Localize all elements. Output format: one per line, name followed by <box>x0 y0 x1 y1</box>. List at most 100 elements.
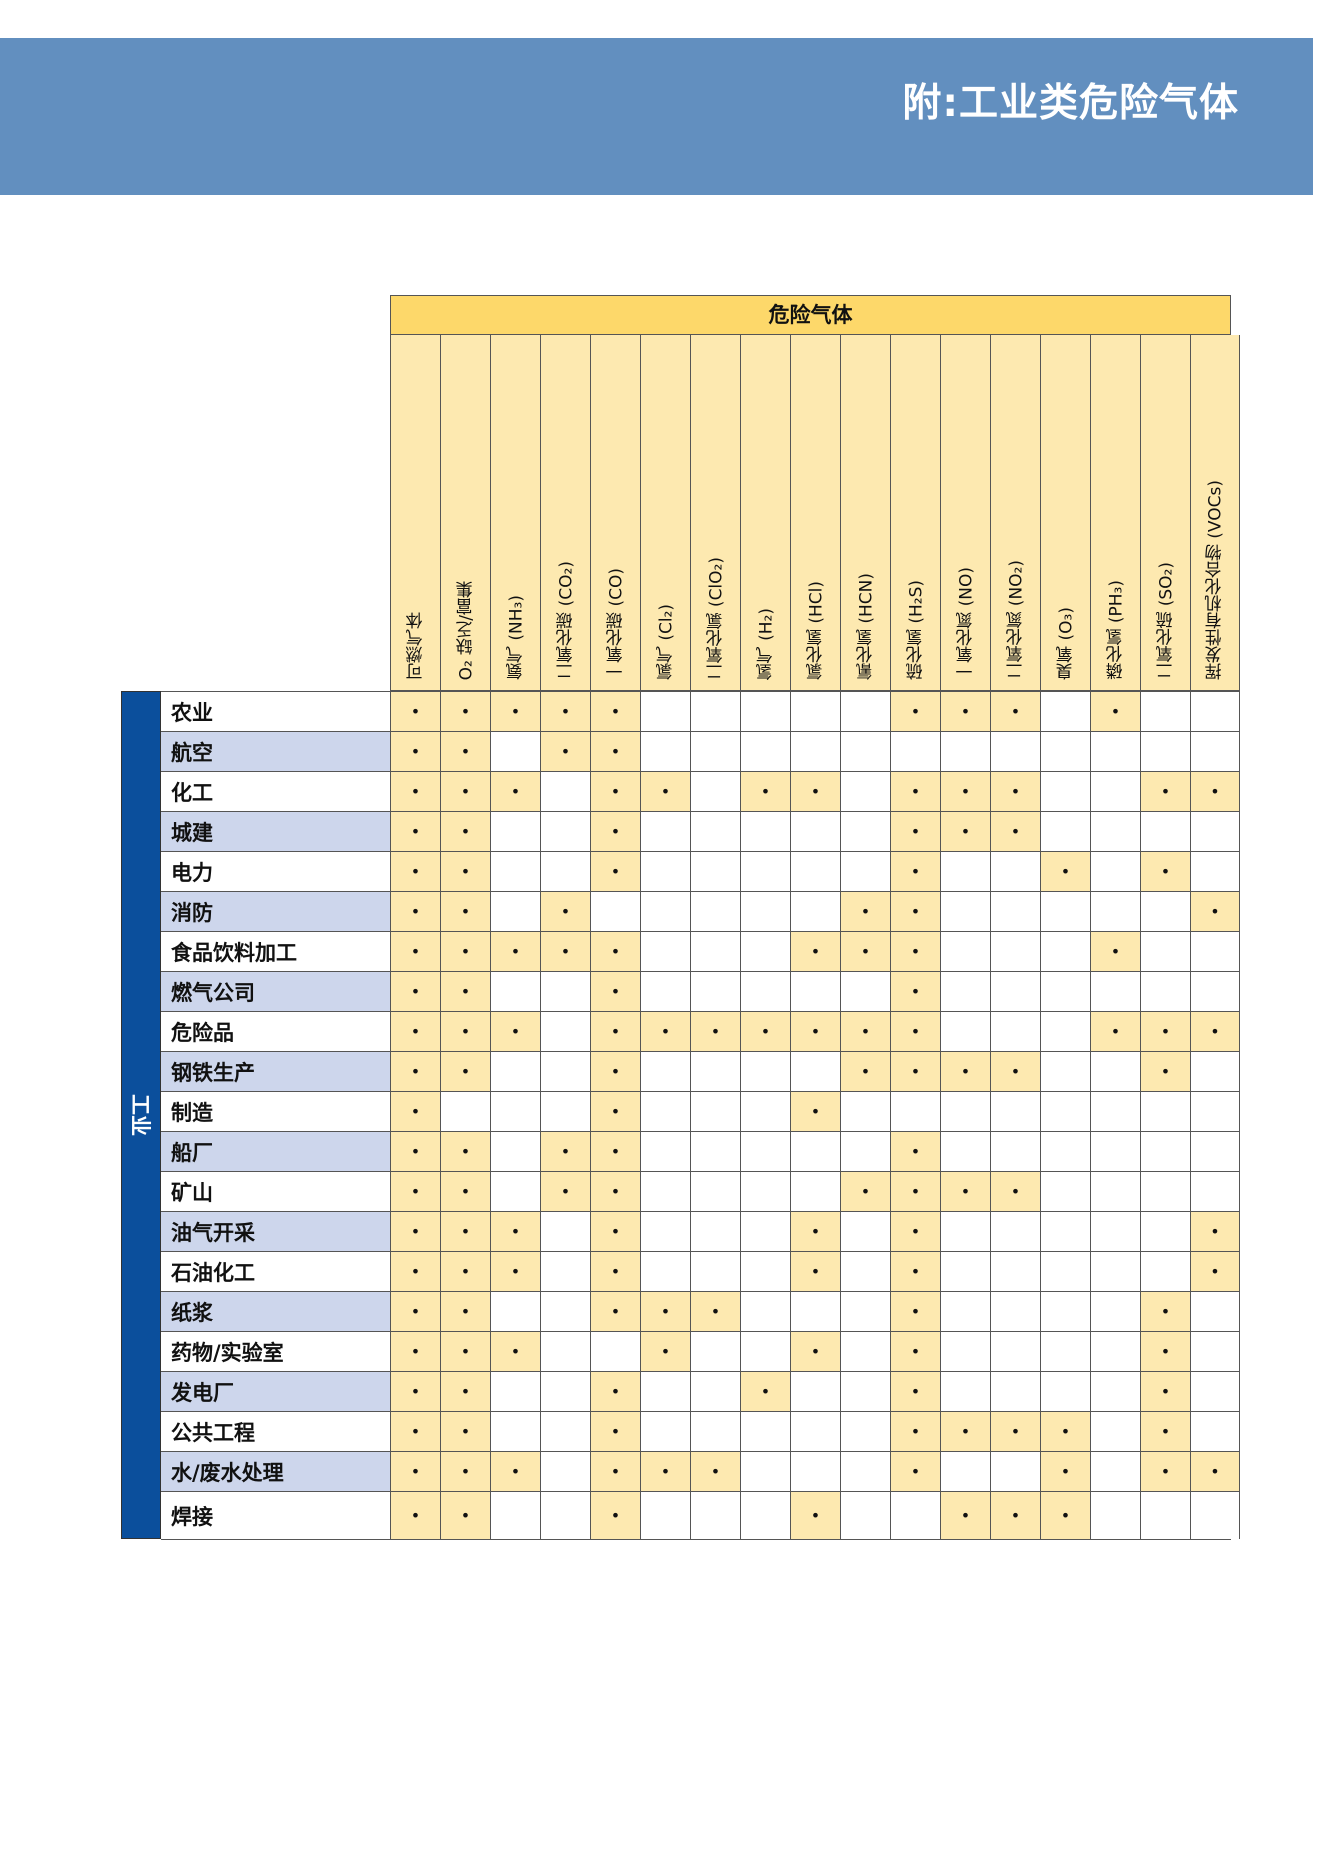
mark-dot: • <box>1140 1291 1190 1331</box>
empty-cell <box>590 891 640 931</box>
empty-cell <box>840 691 890 731</box>
empty-cell <box>740 891 790 931</box>
mark-dot: • <box>390 971 440 1011</box>
mark-dot: • <box>440 1171 490 1211</box>
empty-cell <box>990 731 1040 771</box>
mark-dot: • <box>590 1491 640 1539</box>
empty-cell <box>1140 1131 1190 1171</box>
empty-cell <box>740 851 790 891</box>
empty-cell <box>690 1371 740 1411</box>
mark-dot: • <box>690 1451 740 1491</box>
empty-cell <box>940 1131 990 1171</box>
group-header: 危险气体 <box>390 295 1231 335</box>
mark-dot: • <box>540 731 590 771</box>
mark-dot: • <box>440 1011 490 1051</box>
empty-cell <box>740 1171 790 1211</box>
empty-cell <box>990 931 1040 971</box>
empty-cell <box>790 811 840 851</box>
empty-cell <box>990 851 1040 891</box>
mark-dot: • <box>890 1131 940 1171</box>
empty-cell <box>1040 1011 1090 1051</box>
empty-cell <box>640 1491 690 1539</box>
mark-dot: • <box>890 931 940 971</box>
empty-cell <box>1090 1091 1140 1131</box>
empty-cell <box>1090 851 1140 891</box>
empty-cell <box>790 891 840 931</box>
column-header: 氨气 (NH₃) <box>490 335 540 691</box>
empty-cell <box>940 931 990 971</box>
mark-dot: • <box>440 1491 490 1539</box>
empty-cell <box>940 1371 990 1411</box>
mark-dot: • <box>890 691 940 731</box>
empty-cell <box>1140 891 1190 931</box>
row-label: 电力 <box>161 851 390 891</box>
mark-dot: • <box>940 1491 990 1539</box>
mark-dot: • <box>540 1171 590 1211</box>
empty-cell <box>790 1291 840 1331</box>
column-header: 氰化氢 (HCN) <box>840 335 890 691</box>
mark-dot: • <box>440 1291 490 1331</box>
empty-cell <box>740 731 790 771</box>
empty-cell <box>1040 1051 1090 1091</box>
column-header: 氢气 (H₂) <box>740 335 790 691</box>
column-header: 氯气 (Cl₂) <box>640 335 690 691</box>
empty-cell <box>1190 1411 1240 1451</box>
mark-dot: • <box>890 1371 940 1411</box>
row-label: 制造 <box>161 1091 390 1131</box>
empty-cell <box>1140 971 1190 1011</box>
empty-cell <box>990 1131 1040 1171</box>
mark-dot: • <box>490 1251 540 1291</box>
empty-cell <box>990 1011 1040 1051</box>
empty-cell <box>640 1051 690 1091</box>
mark-dot: • <box>690 1291 740 1331</box>
empty-cell <box>740 1091 790 1131</box>
mark-dot: • <box>390 1131 440 1171</box>
empty-cell <box>640 1211 690 1251</box>
mark-dot: • <box>540 1131 590 1171</box>
empty-cell <box>490 1171 540 1211</box>
empty-cell <box>690 811 740 851</box>
empty-cell <box>1090 1131 1140 1171</box>
mark-dot: • <box>390 1291 440 1331</box>
mark-dot: • <box>440 931 490 971</box>
empty-cell <box>540 1331 590 1371</box>
empty-cell <box>840 771 890 811</box>
empty-cell <box>890 1491 940 1539</box>
mark-dot: • <box>390 1251 440 1291</box>
mark-dot: • <box>990 1051 1040 1091</box>
empty-cell <box>890 731 940 771</box>
mark-dot: • <box>440 811 490 851</box>
mark-dot: • <box>490 1451 540 1491</box>
mark-dot: • <box>940 771 990 811</box>
mark-dot: • <box>1090 931 1140 971</box>
mark-dot: • <box>390 1011 440 1051</box>
mark-dot: • <box>590 1251 640 1291</box>
empty-cell <box>1040 1091 1090 1131</box>
column-header: 硫化氢 (H₂S) <box>890 335 940 691</box>
empty-cell <box>940 1211 990 1251</box>
mark-dot: • <box>590 1051 640 1091</box>
empty-cell <box>940 1251 990 1291</box>
empty-cell <box>1040 1331 1090 1371</box>
mark-dot: • <box>890 1051 940 1091</box>
column-header: 二氧化碳 (CO₂) <box>540 335 590 691</box>
empty-cell <box>1140 811 1190 851</box>
mark-dot: • <box>390 1051 440 1091</box>
mark-dot: • <box>490 771 540 811</box>
empty-cell <box>540 771 590 811</box>
row-label: 化工 <box>161 771 390 811</box>
empty-cell <box>490 851 540 891</box>
mark-dot: • <box>940 811 990 851</box>
mark-dot: • <box>990 1171 1040 1211</box>
mark-dot: • <box>1190 1451 1240 1491</box>
row-label: 危险品 <box>161 1011 390 1051</box>
empty-cell <box>1190 691 1240 731</box>
empty-cell <box>940 1091 990 1131</box>
mark-dot: • <box>990 691 1040 731</box>
empty-cell <box>940 1451 990 1491</box>
empty-cell <box>540 1291 590 1331</box>
empty-cell <box>840 1291 890 1331</box>
empty-cell <box>640 1171 690 1211</box>
mark-dot: • <box>1140 1331 1190 1371</box>
mark-dot: • <box>640 1011 690 1051</box>
